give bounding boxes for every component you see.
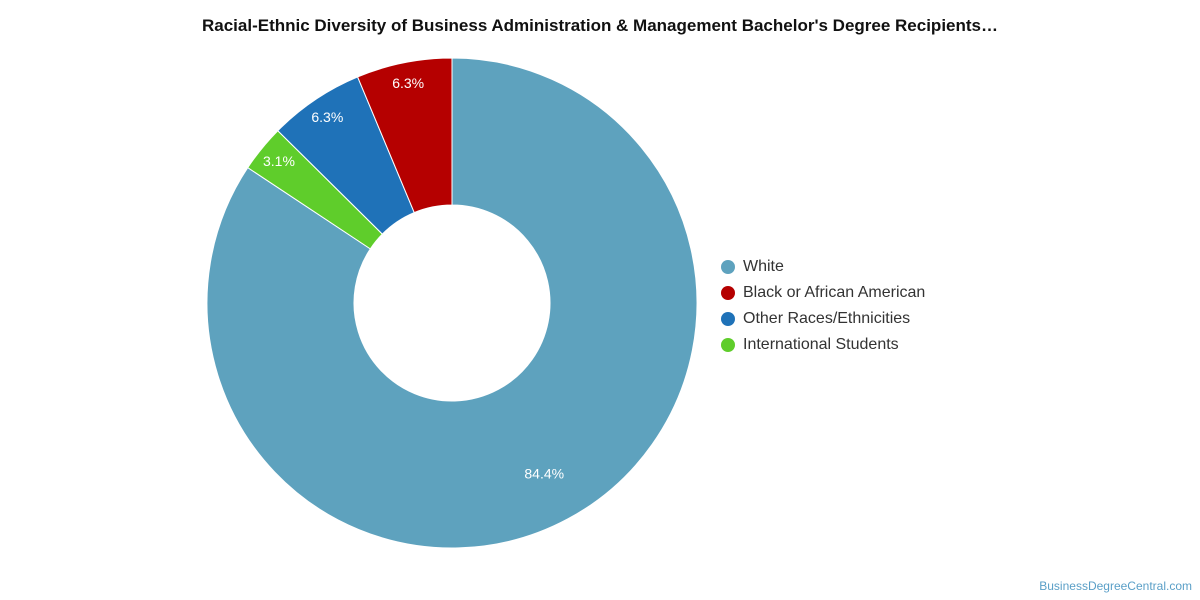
legend-item-other-races[interactable]: Other Races/Ethnicities	[721, 306, 925, 332]
slice-label: 84.4%	[524, 466, 564, 482]
legend-label: Black or African American	[743, 284, 926, 301]
credit-text[interactable]: BusinessDegreeCentral.com	[1039, 579, 1192, 593]
legend-swatch-icon	[721, 312, 735, 326]
legend: White Black or African American Other Ra…	[721, 254, 925, 358]
legend-item-black-or-african-american[interactable]: Black or African American	[721, 280, 925, 306]
legend-label: International Students	[743, 336, 899, 353]
slice-label: 3.1%	[263, 153, 295, 169]
donut-slice-white[interactable]	[206, 57, 698, 549]
legend-swatch-icon	[721, 260, 735, 274]
legend-label: White	[743, 258, 784, 275]
legend-label: Other Races/Ethnicities	[743, 310, 911, 327]
chart-title: Racial-Ethnic Diversity of Business Admi…	[201, 16, 998, 35]
donut-slice-black-or-african-american[interactable]	[356, 57, 453, 214]
slice-label: 6.3%	[311, 109, 343, 125]
legend-item-international-students[interactable]: International Students	[721, 332, 925, 358]
legend-swatch-icon	[721, 286, 735, 300]
slice-label: 6.3%	[392, 75, 424, 91]
legend-item-white[interactable]: White	[721, 254, 925, 280]
legend-swatch-icon	[721, 338, 735, 352]
